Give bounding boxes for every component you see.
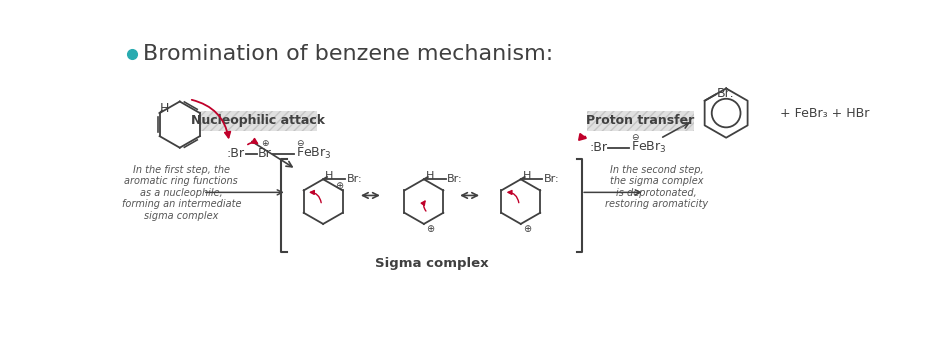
Text: :Br: :Br — [226, 147, 245, 160]
Text: Br:: Br: — [717, 86, 735, 100]
Text: ⊖: ⊖ — [631, 133, 639, 142]
Text: In the first step, the
aromatic ring functions
as a nucleophile,
forming an inte: In the first step, the aromatic ring fun… — [122, 165, 241, 221]
FancyArrowPatch shape — [579, 134, 586, 140]
Text: ⊕: ⊕ — [334, 181, 343, 191]
Text: :Br: :Br — [590, 141, 608, 154]
Text: Sigma complex: Sigma complex — [375, 257, 489, 270]
Text: Br:: Br: — [347, 174, 362, 184]
FancyBboxPatch shape — [199, 111, 317, 131]
Text: H: H — [159, 102, 169, 115]
FancyArrowPatch shape — [508, 191, 519, 203]
Text: Br:: Br: — [447, 174, 463, 184]
Text: Proton transfer: Proton transfer — [586, 114, 694, 127]
Text: Bromination of benzene mechanism:: Bromination of benzene mechanism: — [143, 44, 554, 64]
FancyArrowPatch shape — [192, 100, 230, 138]
Text: H: H — [523, 171, 531, 181]
FancyArrowPatch shape — [421, 201, 426, 211]
Text: Br: Br — [258, 147, 272, 160]
Text: FeBr$_3$: FeBr$_3$ — [631, 140, 666, 155]
FancyBboxPatch shape — [587, 111, 693, 131]
Text: Br:: Br: — [544, 174, 560, 184]
FancyArrowPatch shape — [311, 191, 321, 203]
Text: ⊖: ⊖ — [296, 139, 303, 148]
Text: ⊕: ⊕ — [261, 139, 268, 148]
Text: ⊕: ⊕ — [523, 224, 531, 234]
Text: + FeBr₃ + HBr: + FeBr₃ + HBr — [780, 106, 869, 120]
Text: H: H — [426, 171, 434, 181]
Text: Nucleophilic attack: Nucleophilic attack — [191, 114, 325, 127]
Text: ⊕: ⊕ — [426, 224, 434, 234]
Text: In the second step,
the sigma complex
is deprotonated,
restoring aromaticity: In the second step, the sigma complex is… — [605, 165, 708, 210]
Text: FeBr$_3$: FeBr$_3$ — [296, 146, 332, 161]
Text: H: H — [325, 171, 333, 181]
FancyArrowPatch shape — [248, 139, 257, 144]
